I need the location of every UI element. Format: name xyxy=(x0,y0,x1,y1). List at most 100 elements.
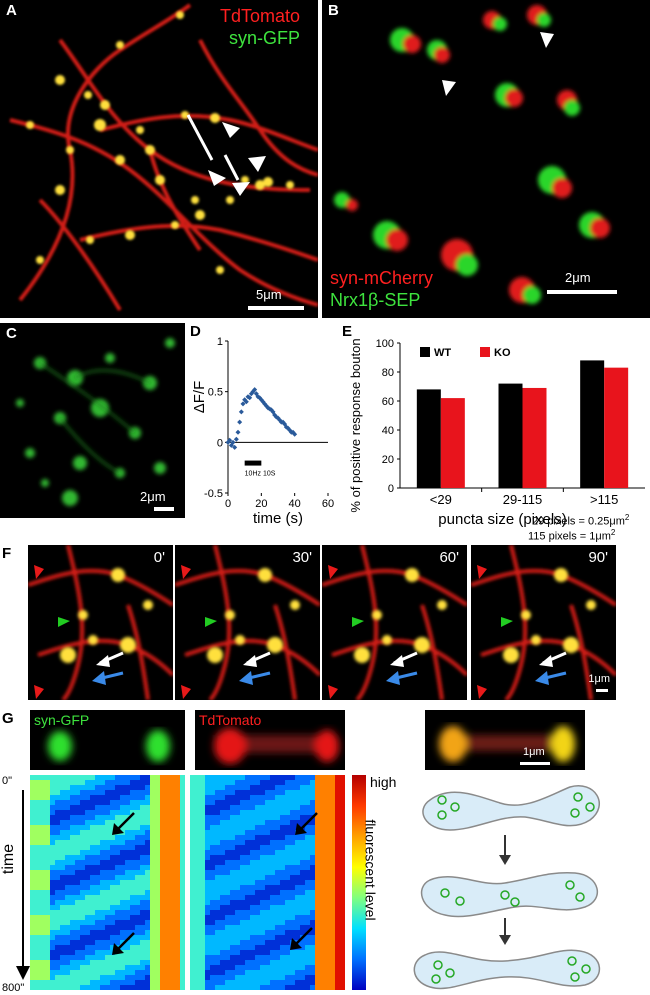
syn-gfp-thumb: syn-GFP xyxy=(30,710,185,770)
frame-time-label: 90' xyxy=(588,549,608,566)
green-puncta-image-c xyxy=(16,338,175,506)
kymograph-green xyxy=(30,775,185,990)
d-xtick-label: 40 xyxy=(289,498,301,510)
scale-text-g: 1μm xyxy=(523,746,545,758)
d-stim-label: 10Hz 10S xyxy=(245,471,276,478)
time-axis-arrow xyxy=(22,790,24,968)
d-data-point xyxy=(273,414,279,420)
colorbar xyxy=(352,775,366,990)
scale-bar-a xyxy=(248,306,304,310)
kymo-arrowhead xyxy=(290,938,302,950)
d-data-point xyxy=(233,436,239,442)
d-data-point xyxy=(265,405,271,411)
kymograph-red xyxy=(190,775,345,990)
panel-a-image: A TdTomato syn-GFP 5μm xyxy=(0,0,318,318)
timelapse-frame: 0' xyxy=(28,545,173,700)
panel-c-image: C 2μm xyxy=(0,323,185,518)
arrow-markers-a xyxy=(208,122,266,196)
tdtomato-thumb: TdTomato xyxy=(195,710,345,770)
colorbar-label: fluorescent level xyxy=(362,819,379,921)
e-ytick-label: 60 xyxy=(382,396,394,408)
d-data-point xyxy=(227,437,233,443)
arrowhead-markers-b xyxy=(442,32,554,96)
d-data-point xyxy=(240,401,246,407)
d-ytick-label: 1 xyxy=(217,336,223,348)
panel-c-letter: C xyxy=(6,325,17,342)
d-x-label: time (s) xyxy=(253,510,303,527)
kymo-arrowhead xyxy=(112,943,124,955)
d-ytick-label: -0.5 xyxy=(204,488,223,500)
e-bar-wt xyxy=(580,360,605,488)
timelapse-frame: 30' xyxy=(175,545,320,700)
e-legend-swatch xyxy=(420,347,430,357)
d-ytick-label: 0.5 xyxy=(208,387,223,399)
scale-text-a: 5μm xyxy=(256,287,282,302)
panel-b-letter: B xyxy=(328,2,339,19)
timelapse-frame: 60' xyxy=(322,545,467,700)
colorbar-high: high xyxy=(370,774,397,790)
frame-time-label: 60' xyxy=(439,549,459,566)
merged-thumb: 1μm xyxy=(425,710,585,770)
panel-e-letter: E xyxy=(342,323,353,340)
panel-a-channel-red: TdTomato xyxy=(219,6,300,26)
e-category-label: >115 xyxy=(590,492,618,507)
e-bar-wt xyxy=(416,389,441,488)
d-data-point xyxy=(238,409,244,415)
d-data-point xyxy=(292,431,298,437)
panel-f-letter: F xyxy=(2,545,12,562)
d-data-point xyxy=(232,444,238,450)
scale-text-b: 2μm xyxy=(565,270,591,285)
e-bar-ko xyxy=(440,398,465,488)
bouton-image-b xyxy=(334,5,610,304)
panel-d-letter: D xyxy=(190,323,201,340)
schematic-step-3 xyxy=(413,949,601,990)
d-data-point xyxy=(237,419,243,425)
d-data-point xyxy=(235,429,241,435)
e-ytick-label: 20 xyxy=(382,454,394,466)
d-data-point xyxy=(248,391,254,397)
e-ytick-label: 40 xyxy=(382,425,394,437)
time-start: 0" xyxy=(2,775,13,787)
time-axis-label: time xyxy=(0,843,18,875)
vesicle-schematic xyxy=(413,785,601,990)
kymo-arrowhead xyxy=(295,823,307,835)
time-end: 800" xyxy=(2,982,25,994)
e-ytick-label: 100 xyxy=(376,338,394,350)
schematic-step-2 xyxy=(420,871,599,918)
e-category-label: <29 xyxy=(430,492,452,507)
e-y-label: % of positive response bouton xyxy=(348,338,363,512)
kymo-arrowhead xyxy=(112,823,124,835)
panel-f-timelapse: F 0' xyxy=(0,545,650,705)
d-xtick-label: 0 xyxy=(225,498,231,510)
d-data-point xyxy=(230,439,236,445)
scale-bar-g xyxy=(520,762,550,765)
frame-time-label: 0' xyxy=(153,549,165,566)
d-data-point xyxy=(245,394,251,400)
note-29-pixels: 29 pixels = 0.25μm2 xyxy=(532,513,630,528)
d-xtick-label: 60 xyxy=(322,498,334,510)
panel-a-letter: A xyxy=(6,2,17,19)
e-category-label: 29-115 xyxy=(503,492,543,507)
d-data-point xyxy=(255,394,261,400)
frame-time-label: 30' xyxy=(292,549,312,566)
e-legend-label: KO xyxy=(494,347,511,359)
timelapse-frame: 90' 1μm xyxy=(471,545,616,700)
scale-text-c: 2μm xyxy=(140,489,166,504)
e-bar-ko xyxy=(522,387,547,488)
d-ytick-label: 0 xyxy=(217,437,223,449)
g-channel-green: syn-GFP xyxy=(34,712,90,728)
e-bar-wt xyxy=(498,383,523,488)
panel-g: G syn-GFP TdTomato 1μm 0" 800" time high… xyxy=(0,710,650,995)
d-data-point xyxy=(247,395,253,401)
d-data-point xyxy=(268,407,274,413)
d-stim-bar xyxy=(244,460,262,466)
panel-g-letter: G xyxy=(2,710,14,727)
scale-bar-b xyxy=(547,290,617,294)
e-ytick-label: 80 xyxy=(382,367,394,379)
panel-b-channel-red: syn-mCherry xyxy=(330,268,434,288)
d-data-point xyxy=(283,424,289,430)
d-y-label: ΔF/F xyxy=(191,381,208,414)
bar-chart-e: 100 80 60 40 20 0 <29 29-115 >115 WT KO puncta size… xyxy=(348,338,645,528)
note-115-pixels: 115 pixels = 1μm2 xyxy=(528,528,616,543)
